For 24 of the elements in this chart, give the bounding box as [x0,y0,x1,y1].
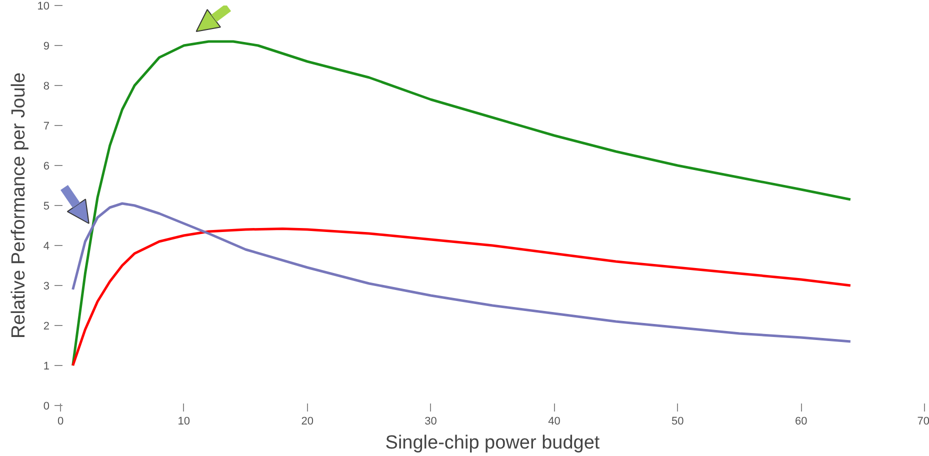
y-tick-label: 7 [43,120,50,132]
x-axis-title: Single-chip power budget [385,432,600,454]
y-tick-label: 0 [43,400,50,412]
y-tick-label: 10 [37,0,50,12]
line-series [72,227,852,367]
x-tick-label: 70 [917,416,929,428]
y-tick-label: 8 [43,80,50,92]
x-tick-label: 60 [794,416,808,428]
y-tick-label: 2 [43,320,50,332]
y-tick-label: 1 [43,360,50,372]
line-series [72,202,852,343]
y-tick-label: 3 [43,280,50,292]
line-series [72,40,852,367]
x-tick-label: 40 [548,416,560,428]
x-tick-label: 0 [57,416,64,428]
y-axis-title: Relative Performance per Joule [8,72,30,339]
x-tick-label: 10 [178,416,190,428]
x-tick-label: 50 [672,416,684,428]
y-tick-label: 6 [43,160,50,172]
x-tick-label: 30 [424,416,437,428]
y-tick-label: 9 [43,40,50,52]
y-tick-label: 4 [43,240,50,252]
y-tick-label: 5 [43,200,50,212]
x-tick-label: 20 [301,416,314,428]
